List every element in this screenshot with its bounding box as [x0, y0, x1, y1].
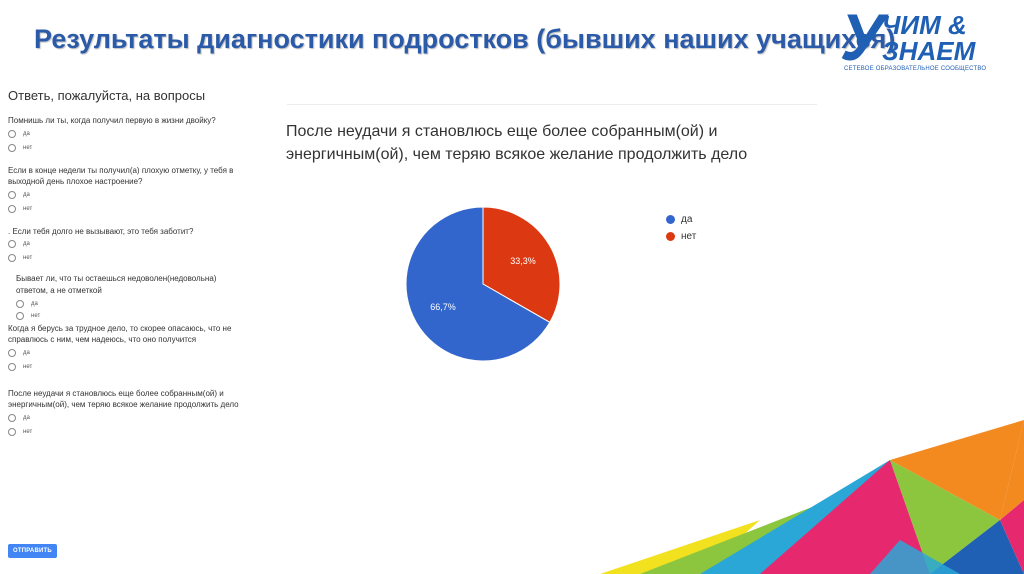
logo-letter: У — [840, 0, 885, 74]
question-4: Бывает ли, что ты остаешься недоволен(не… — [16, 273, 278, 320]
option-no[interactable]: нет — [8, 251, 278, 265]
logo-line2: ЗНАЕМ — [882, 36, 976, 66]
question-text: Если в конце недели ты получил(а) плохую… — [8, 165, 234, 187]
question-text: Когда я берусь за трудное дело, то скоре… — [8, 323, 232, 345]
radio-icon[interactable] — [8, 427, 16, 436]
legend-label: да — [681, 214, 693, 225]
option-label: да — [23, 349, 30, 356]
option-label: нет — [23, 255, 33, 262]
option-label: да — [23, 191, 30, 198]
question-text: . Если тебя долго не вызывают, это тебя … — [8, 226, 194, 236]
legend-dot-icon — [666, 232, 675, 241]
option-label: нет — [23, 363, 33, 370]
radio-icon[interactable] — [8, 254, 16, 263]
option-label: да — [23, 130, 30, 137]
radio-icon[interactable] — [8, 129, 16, 138]
question-2: Если в конце недели ты получил(а) плохую… — [8, 165, 278, 216]
option-yes[interactable]: да — [8, 237, 278, 251]
pie-slice-label: 66,7% — [430, 302, 456, 312]
radio-icon[interactable] — [8, 240, 16, 249]
option-label: да — [31, 300, 38, 307]
option-label: да — [23, 241, 30, 248]
logo-line1: ЧИМ & — [882, 10, 967, 40]
radio-icon[interactable] — [8, 348, 16, 357]
option-yes[interactable]: да — [8, 188, 278, 202]
slide-title: Результаты диагностики подростков (бывши… — [34, 24, 896, 54]
option-yes[interactable]: да — [8, 411, 278, 425]
radio-icon[interactable] — [8, 190, 16, 199]
question-text: Помнишь ли ты, когда получил первую в жи… — [8, 116, 216, 125]
question-6: После неудачи я становлюсь еще более соб… — [8, 388, 278, 439]
pie-chart: 33,3% 66,7% — [405, 206, 561, 362]
chart-title: После неудачи я становлюсь еще более соб… — [286, 123, 748, 164]
option-no[interactable]: нет — [8, 360, 278, 374]
legend-label: нет — [681, 231, 697, 242]
radio-icon[interactable] — [8, 204, 16, 213]
logo-subtitle: СЕТЕВОЕ ОБРАЗОВАТЕЛЬНОЕ СООБЩЕСТВО — [844, 66, 987, 72]
option-no[interactable]: нет — [16, 311, 278, 321]
submit-button[interactable]: ОТПРАВИТЬ — [8, 544, 57, 558]
option-label: нет — [23, 205, 33, 212]
pie-slice-label: 33,3% — [510, 256, 536, 266]
option-no[interactable]: нет — [8, 141, 278, 155]
divider — [287, 104, 817, 105]
survey-form: Ответь, пожалуйста, на вопросы Помнишь л… — [8, 88, 278, 439]
logo: У ЧИМ & ЗНАЕМ СЕТЕВОЕ ОБРАЗОВАТЕЛЬНОЕ СО… — [840, 0, 1010, 76]
radio-icon[interactable] — [16, 299, 24, 308]
question-1: Помнишь ли ты, когда получил первую в жи… — [8, 115, 278, 155]
radio-icon[interactable] — [8, 362, 16, 371]
option-yes[interactable]: да — [16, 297, 278, 311]
option-yes[interactable]: да — [8, 127, 278, 141]
legend-item: нет — [666, 228, 696, 245]
option-label: да — [23, 414, 30, 421]
form-title: Ответь, пожалуйста, на вопросы — [8, 88, 206, 103]
chart-legend: да нет — [666, 211, 696, 245]
pie-slice-no — [482, 206, 561, 324]
option-yes[interactable]: да — [8, 346, 278, 360]
option-label: нет — [31, 312, 41, 319]
pie-slice-yes — [405, 206, 551, 362]
question-text: Бывает ли, что ты остаешься недоволен(не… — [16, 274, 217, 295]
legend-dot-icon — [666, 215, 675, 224]
question-5: Когда я берусь за трудное дело, то скоре… — [8, 323, 278, 374]
option-label: нет — [23, 144, 33, 151]
question-3: . Если тебя долго не вызывают, это тебя … — [8, 226, 278, 266]
radio-icon[interactable] — [8, 413, 16, 422]
option-label: нет — [23, 428, 33, 435]
question-text: После неудачи я становлюсь еще более соб… — [8, 388, 239, 410]
option-no[interactable]: нет — [8, 202, 278, 216]
legend-item: да — [666, 211, 696, 228]
option-no[interactable]: нет — [8, 425, 278, 439]
radio-icon[interactable] — [8, 143, 16, 152]
radio-icon[interactable] — [16, 311, 24, 320]
